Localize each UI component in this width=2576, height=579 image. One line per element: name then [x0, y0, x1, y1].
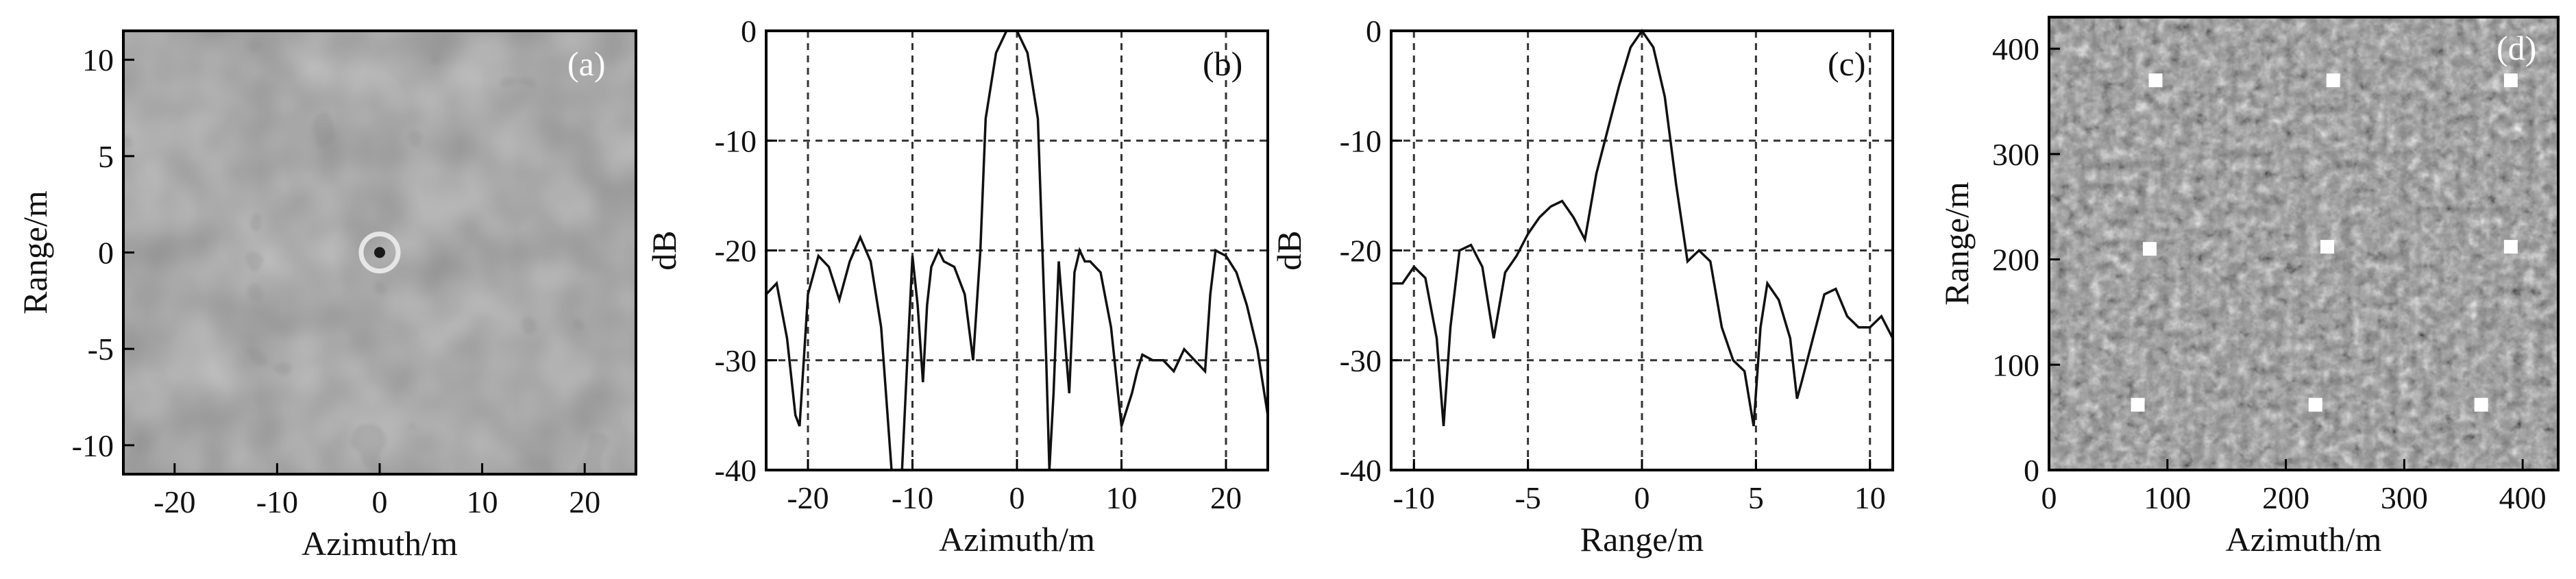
point-target [2320, 240, 2335, 254]
panel-b-x-axis-label: Azimuth/m [939, 520, 1095, 558]
panel-d-label: (d) [2497, 29, 2536, 67]
panel-a-image: -20 -10 0 10 20 10 5 0 -5 -10 (a) Azimuth/m Rang… [16, 29, 637, 563]
x-tick-label: 100 [2144, 480, 2191, 515]
point-target [2142, 242, 2157, 256]
panel-b-y-ticks: 0 -10 -20 -30 -40 [715, 14, 777, 488]
panel-a-label: (a) [567, 45, 606, 83]
x-tick-label: 5 [1748, 480, 1764, 515]
y-tick-label: -10 [72, 428, 114, 463]
panel-b-plot: -20 -10 0 10 20 0-10-20-30-40 (b) Azimuth/m … [645, 14, 1269, 558]
x-tick-label: 10 [467, 484, 498, 519]
x-tick-label: 200 [2262, 480, 2309, 515]
panel-a-y-axis-label: Range/m [16, 190, 54, 315]
panel-c-x-ticks: -10 -5 0 5 10 [1393, 459, 1886, 515]
x-tick-label: 10 [1854, 480, 1886, 515]
x-tick-label: -10 [1393, 480, 1435, 515]
y-tick-label: 0 [2024, 453, 2039, 488]
point-target [2131, 397, 2145, 412]
y-tick-label: 300 [1992, 137, 2039, 172]
point-target [2308, 397, 2322, 412]
point-target-ring [358, 232, 401, 273]
panel-d-x-ticks: 0 100 200 300 400 [2041, 459, 2547, 515]
x-tick-label: -20 [787, 480, 829, 515]
y-tick-label: -30 [715, 343, 757, 378]
x-tick-label: 0 [1009, 480, 1025, 515]
panel-c-plot: -10 -5 0 5 10 0 -10 -20 -30 -40 (c) Range/m dB [1270, 14, 1894, 558]
panel-a-x-axis-label: Azimuth/m [302, 524, 458, 563]
x-tick-label: 400 [2499, 480, 2547, 515]
point-target [2503, 240, 2518, 254]
y-tick-label: -10 [1340, 123, 1382, 158]
y-tick-label: 0 [98, 236, 114, 271]
x-tick-label: 300 [2381, 480, 2428, 515]
panel-d-frame [2048, 16, 2560, 471]
y-tick-label: -10 [715, 123, 757, 158]
panel-d-speckle [2049, 17, 2558, 470]
y-tick-label: 5 [98, 139, 114, 174]
y-tick-label: -30 [1340, 343, 1382, 378]
panel-b-y-axis-label: dB [645, 230, 683, 270]
point-target [2474, 397, 2488, 412]
panel-a-x-ticks: -20 -10 0 10 20 [154, 463, 600, 519]
panel-b-grid [766, 31, 1268, 470]
panel-c-y-ticks: 0 -10 -20 -30 -40 [1340, 14, 1402, 488]
panel-d-point-targets [2131, 73, 2518, 412]
x-tick-label: 20 [569, 484, 600, 519]
panel-a-y-ticks: 10 5 0 -5 -10 [72, 42, 134, 463]
y-tick-label: 400 [1992, 32, 2039, 66]
y-tick-label: 10 [82, 42, 114, 77]
panel-d-x-axis-label: Azimuth/m [2226, 520, 2382, 558]
y-tick-label: 0 [1366, 14, 1382, 49]
panel-c-x-axis-label: Range/m [1580, 520, 1704, 558]
panel-c-grid [1391, 31, 1893, 470]
y-tick-label: 0 [741, 14, 757, 49]
point-target-center [374, 247, 385, 258]
panel-c-range-profile-line [1391, 28, 1894, 427]
panel-d-y-axis-label: Range/m [1937, 182, 1976, 306]
x-tick-label: -10 [256, 484, 298, 519]
panel-b-label: (b) [1203, 45, 1242, 83]
x-tick-label: 0 [2041, 480, 2057, 515]
x-tick-label: -10 [892, 480, 933, 515]
panel-c-y-axis-label: dB [1270, 230, 1308, 270]
x-tick-label: -5 [1514, 480, 1541, 515]
y-tick-label: -20 [715, 234, 757, 269]
y-tick-label: -20 [1340, 234, 1382, 269]
y-tick-label: 200 [1992, 243, 2039, 278]
panel-b-x-ticks: -20 -10 0 10 20 [787, 459, 1242, 515]
y-tick-label: 100 [1992, 347, 2039, 382]
y-tick-label: -40 [1340, 453, 1382, 488]
panel-d-y-ticks: 0 100 200 300 400 [1992, 32, 2060, 488]
x-tick-label: 10 [1106, 480, 1138, 515]
panel-c-label: (c) [1828, 45, 1866, 83]
point-target [2503, 73, 2518, 88]
y-tick-label: -5 [88, 332, 114, 367]
point-target [2148, 73, 2163, 88]
x-tick-label: 0 [372, 484, 388, 519]
x-tick-label: 20 [1210, 480, 1242, 515]
x-tick-label: -20 [154, 484, 195, 519]
panel-d-image: 0 100 200 300 400 0 100 200 300 400 (d) Azimuth/… [1937, 16, 2560, 558]
point-target [2326, 73, 2340, 88]
x-tick-label: 0 [1634, 480, 1650, 515]
y-tick-label: -40 [715, 453, 757, 488]
